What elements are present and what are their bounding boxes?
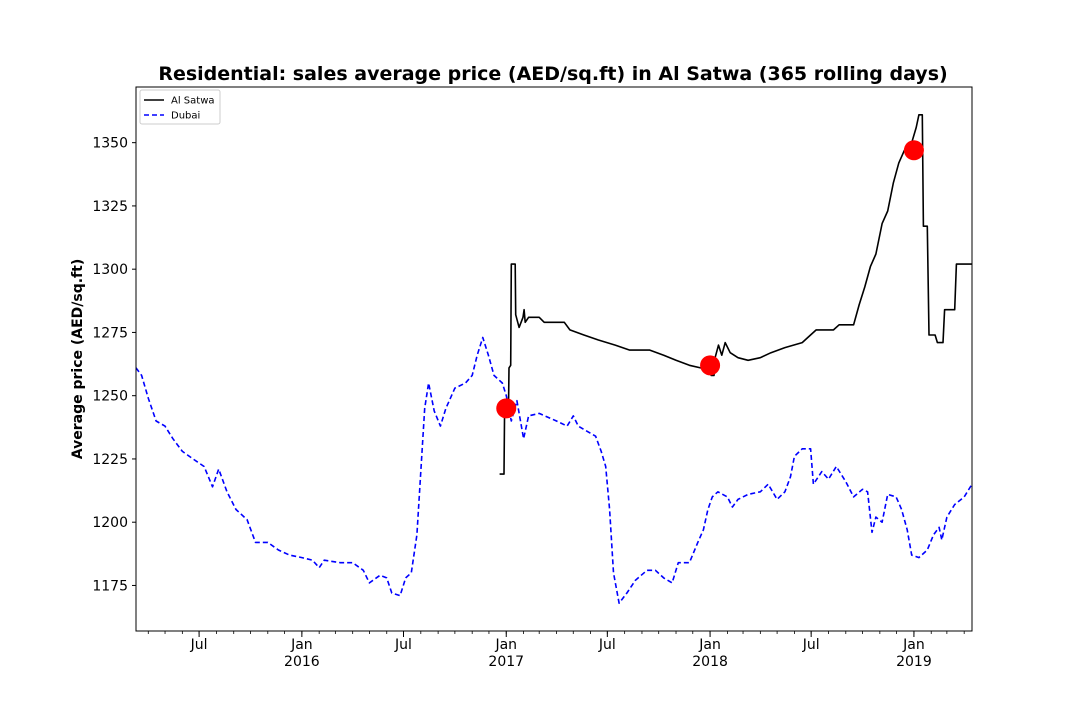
y-tick-label: 1300	[92, 262, 128, 278]
x-tick-year-label: 2017	[488, 654, 524, 670]
y-tick-label: 1250	[92, 389, 128, 405]
x-tick-year-label: 2019	[896, 654, 932, 670]
legend-label: Al Satwa	[171, 96, 215, 107]
series-line-dubai	[136, 336, 972, 604]
axes-frame	[135, 86, 973, 632]
y-axis-label-group: Average price (AED/sq.ft)	[70, 259, 86, 459]
highlight-marker-2	[700, 355, 721, 376]
y-tick-label: 1350	[92, 136, 128, 152]
y-tick-label: 1175	[92, 578, 128, 594]
chart-title: Residential: sales average price (AED/sq…	[158, 63, 947, 85]
legend-label: Dubai	[171, 111, 200, 122]
x-tick-year-label: 2016	[284, 654, 320, 670]
highlight-marker-1	[496, 398, 517, 419]
y-tick-label: 1275	[92, 325, 128, 341]
x-tick-label: Jan	[290, 637, 313, 653]
y-axis-label: Average price (AED/sq.ft)	[70, 259, 86, 459]
highlight-marker-3	[903, 140, 924, 161]
legend: Al Satwa Dubai	[139, 89, 221, 125]
x-tick-label: Jan	[494, 637, 517, 653]
x-tick-label: Jul	[394, 637, 412, 653]
x-tick-label: Jul	[190, 637, 208, 653]
x-tick-label: Jul	[598, 637, 616, 653]
x-tick-label: Jul	[802, 637, 820, 653]
x-tick-year-label: 2018	[692, 654, 728, 670]
x-tick-label: Jan	[902, 637, 925, 653]
highlight-markers	[496, 140, 924, 419]
y-tick-label: 1225	[92, 452, 128, 468]
series-line-al-satwa	[499, 114, 972, 475]
y-tick-label: 1325	[92, 199, 128, 215]
y-tick-label: 1200	[92, 515, 128, 531]
x-tick-label: Jan	[698, 637, 721, 653]
plot-area	[136, 114, 972, 604]
